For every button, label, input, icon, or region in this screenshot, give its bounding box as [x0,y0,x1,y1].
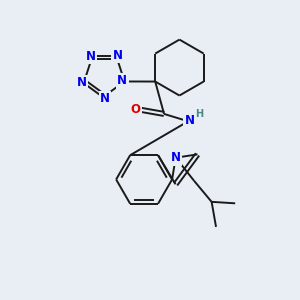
Text: N: N [117,74,127,87]
Text: O: O [130,103,140,116]
Text: N: N [112,49,122,62]
Text: N: N [185,114,195,127]
Text: N: N [85,50,95,63]
Text: H: H [195,109,203,119]
Text: N: N [171,151,181,164]
Text: N: N [100,92,110,105]
Text: N: N [77,76,87,89]
